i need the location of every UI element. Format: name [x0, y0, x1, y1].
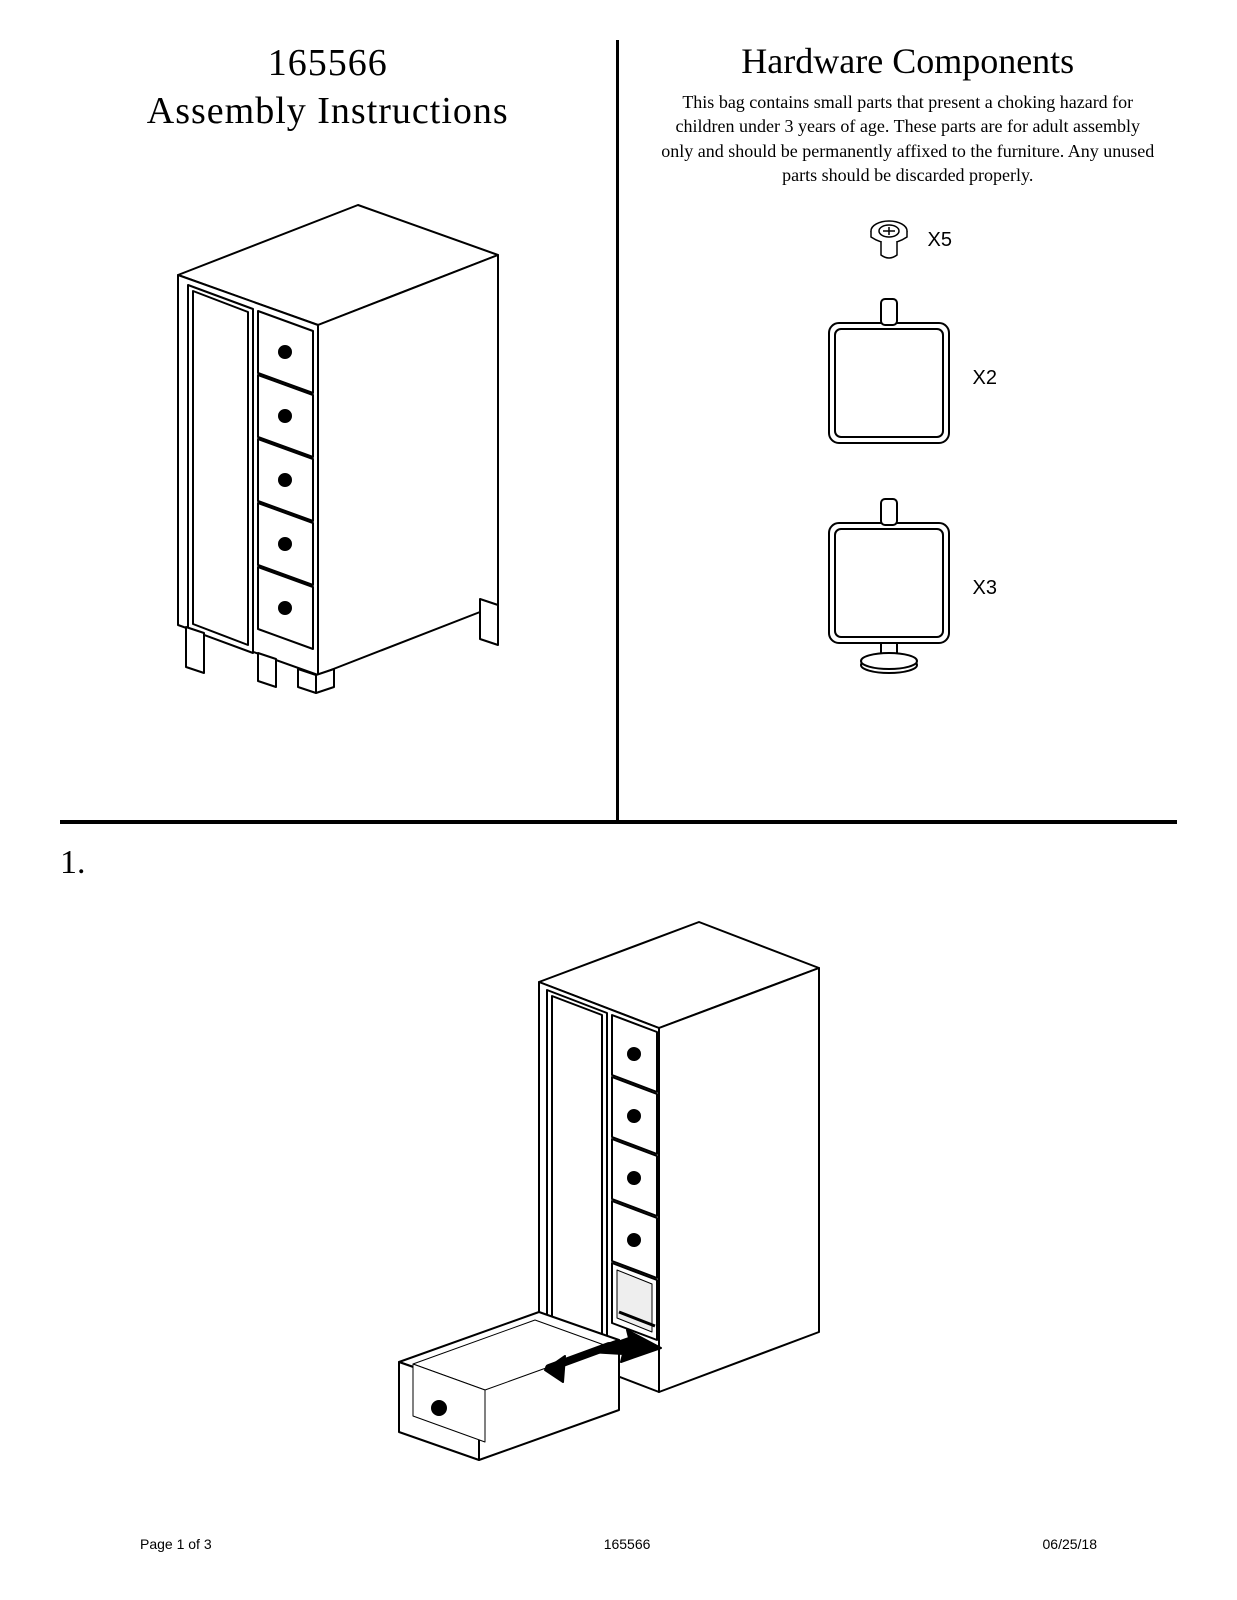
bracket-b-icon [819, 493, 959, 683]
product-id: 165566 [268, 42, 388, 84]
footer-center: 165566 [604, 1536, 651, 1552]
footer-page: Page 1 of 3 [140, 1536, 212, 1552]
step-number: 1. [60, 844, 1177, 882]
footer: Page 1 of 3 165566 06/25/18 [0, 1536, 1237, 1552]
warning-text: This bag contains small parts that prese… [658, 90, 1158, 187]
screw-qty: X5 [928, 229, 952, 252]
footer-date: 06/25/18 [1043, 1536, 1098, 1552]
bracket-a-qty: X2 [973, 367, 997, 390]
hardware-screw: X5 [864, 217, 952, 263]
right-panel: Hardware Components This bag contains sm… [619, 40, 1178, 820]
screw-icon [864, 217, 914, 263]
step-1: 1. [60, 824, 1177, 1560]
bracket-a-icon [819, 293, 959, 463]
main-cabinet-diagram [138, 175, 518, 700]
title: 165566 Assembly Instructions [147, 40, 509, 135]
step-1-diagram [60, 892, 1177, 1512]
hardware-bracket-b: X3 [819, 493, 997, 683]
bracket-b-qty: X3 [973, 577, 997, 600]
hardware-title: Hardware Components [741, 40, 1074, 82]
left-panel: 165566 Assembly Instructions [60, 40, 619, 820]
title-line2: Assembly Instructions [147, 90, 509, 132]
hardware-list: X5 X2 [819, 217, 997, 683]
hardware-bracket-a: X2 [819, 293, 997, 463]
